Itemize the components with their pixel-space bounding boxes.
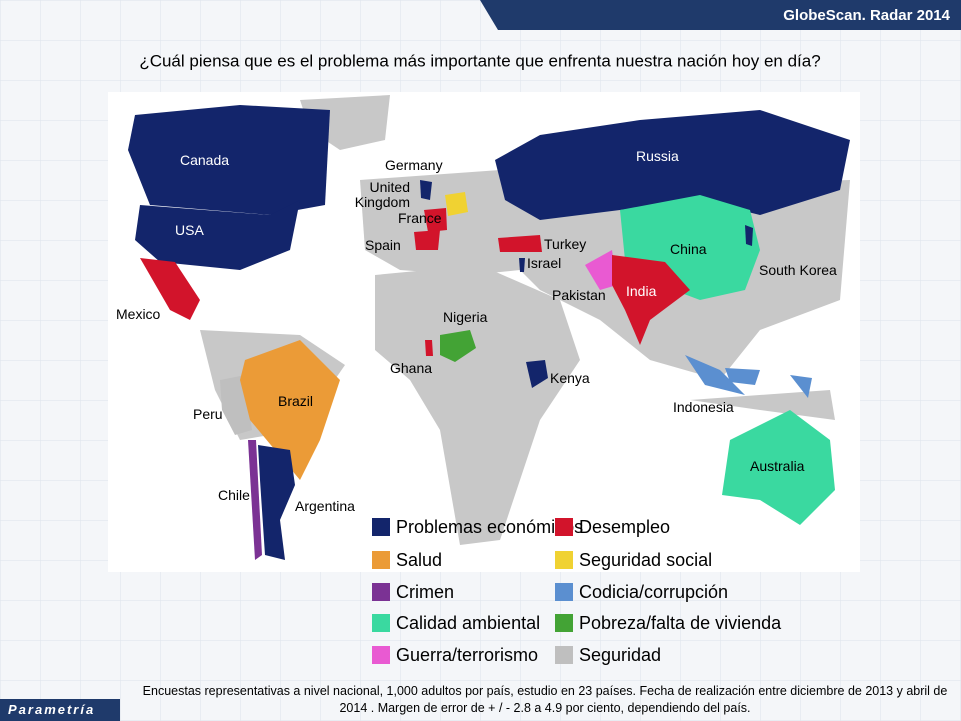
country-label: Pakistan: [552, 287, 606, 303]
country-label: United Kingdom: [354, 179, 410, 210]
country: [135, 200, 300, 270]
legend-label: Desempleo: [579, 517, 670, 537]
country-label: Ghana: [390, 360, 432, 376]
legend-label: Crimen: [396, 582, 454, 602]
country: [685, 355, 812, 398]
legend-swatch: [372, 646, 390, 664]
country-label: Chile: [218, 487, 250, 503]
title: ¿Cuál piensa que es el problema más impo…: [139, 51, 820, 70]
legend-swatch: [555, 551, 573, 569]
legend-label: Codicia/corrupción: [579, 582, 728, 602]
legend-label: Guerra/terrorismo: [396, 645, 538, 665]
country: [414, 230, 440, 250]
footnote: Encuestas representativas a nivel nacion…: [142, 684, 948, 715]
country: [425, 340, 433, 356]
legend-label: Seguridad: [579, 645, 661, 665]
country: [424, 208, 447, 232]
country: [445, 192, 468, 216]
country: [248, 440, 262, 560]
country: [585, 250, 617, 290]
legend-label: Problemas económicos: [396, 517, 583, 537]
country-label: China: [670, 241, 707, 257]
legend-swatch: [372, 614, 390, 632]
legend-label: Seguridad social: [579, 550, 712, 570]
country-label: Peru: [193, 406, 223, 422]
country-label: Indonesia: [673, 399, 734, 415]
country: [258, 445, 295, 560]
country-label: Germany: [385, 157, 443, 173]
countries: [128, 105, 850, 560]
legend-label: Calidad ambiental: [396, 613, 540, 633]
country: [722, 410, 835, 525]
logo: Parametría: [0, 699, 120, 721]
country: [440, 330, 476, 362]
country-label: Kenya: [550, 370, 590, 386]
country-label: Mexico: [116, 306, 161, 322]
country: [128, 105, 330, 215]
legend-label: Salud: [396, 550, 442, 570]
brand-bar: [480, 0, 961, 30]
country-label: Israel: [527, 255, 561, 271]
country-label: India: [626, 283, 657, 299]
legend-label: Pobreza/falta de vivienda: [579, 613, 782, 633]
legend-swatch: [372, 583, 390, 601]
country-label: South Korea: [759, 262, 837, 278]
country-label: Russia: [636, 148, 679, 164]
country: [495, 110, 850, 220]
legend-swatch: [555, 646, 573, 664]
country-label: Nigeria: [443, 309, 488, 325]
country: [420, 180, 432, 200]
country-label: USA: [175, 222, 204, 238]
legend: Problemas económicos Salud Crimen Calidad a…: [372, 517, 782, 665]
country-label: Argentina: [295, 498, 355, 514]
country-label: Turkey: [544, 236, 586, 252]
country: [519, 258, 525, 272]
country-label: Brazil: [278, 393, 313, 409]
legend-swatch: [555, 583, 573, 601]
country: [745, 225, 753, 246]
country-label: France: [398, 210, 442, 226]
legend-swatch: [555, 518, 573, 536]
brand: GlobeScan. Radar 2014: [783, 7, 950, 24]
country: [612, 255, 690, 345]
country-label: Australia: [750, 458, 805, 474]
legend-swatch: [555, 614, 573, 632]
country-labels: Canada USA Mexico Peru Brazil Chile Arge…: [116, 148, 837, 514]
country-label: Canada: [180, 152, 229, 168]
country: [140, 258, 200, 320]
country: [240, 340, 340, 480]
legend-swatch: [372, 518, 390, 536]
country: [498, 235, 542, 252]
country-label: Spain: [365, 237, 401, 253]
legend-swatch: [372, 551, 390, 569]
country: [526, 360, 548, 388]
